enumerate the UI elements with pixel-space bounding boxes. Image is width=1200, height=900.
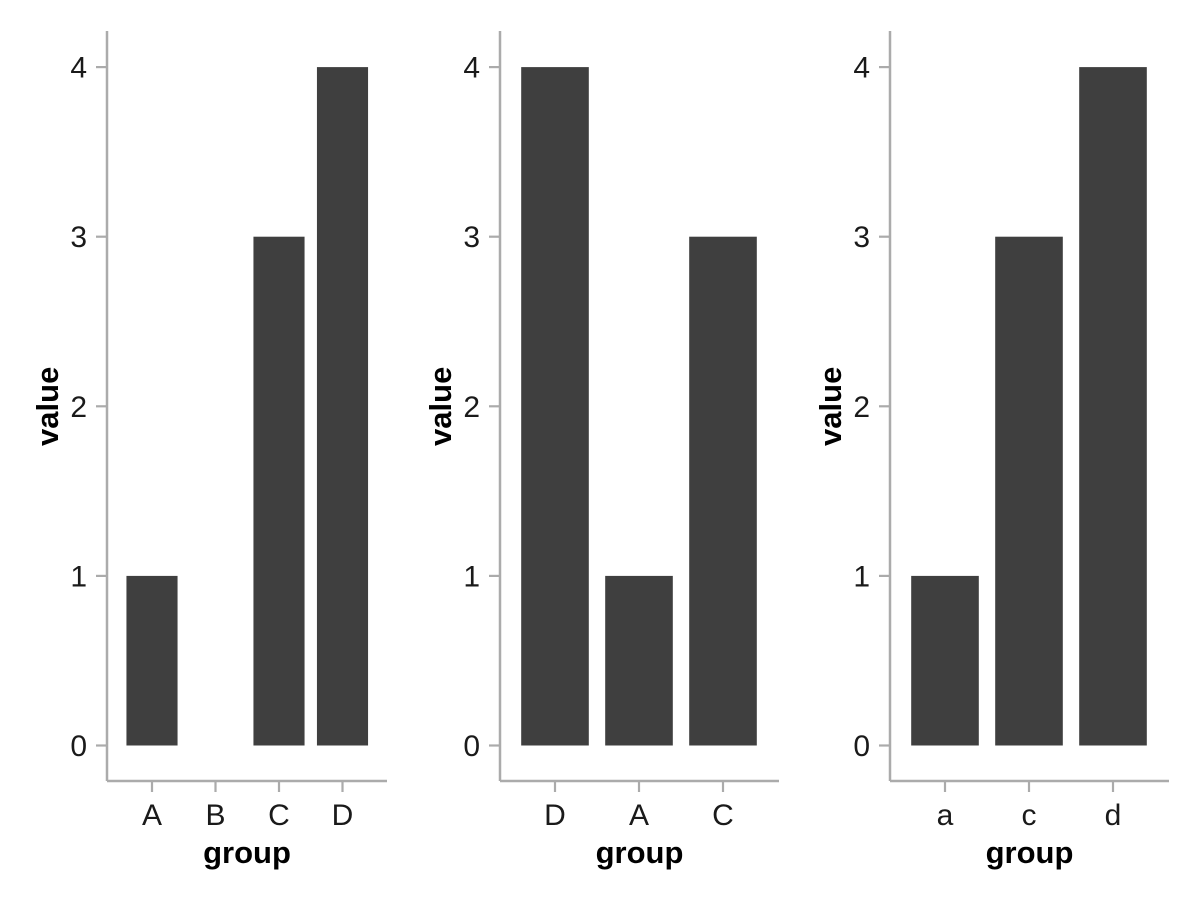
y-tick-label: 3 (853, 221, 870, 254)
y-axis-title: value (813, 367, 848, 446)
x-tick-label: a (937, 799, 954, 832)
bar-a (911, 575, 979, 746)
x-tick-label: c (1022, 799, 1037, 832)
x-tick-label: C (268, 799, 290, 832)
bar-A (126, 575, 178, 746)
x-tick-label: A (142, 799, 162, 832)
y-tick-label: 0 (70, 730, 87, 763)
y-tick-label: 1 (463, 560, 480, 593)
x-axis-title: group (986, 835, 1074, 870)
y-tick-label: 0 (463, 730, 480, 763)
x-tick-label: A (629, 799, 649, 832)
x-tick-label: D (332, 799, 354, 832)
x-axis-title: group (203, 835, 291, 870)
y-tick-label: 4 (70, 52, 87, 85)
x-tick-label: C (712, 799, 734, 832)
bar-c (995, 236, 1063, 746)
y-tick-label: 4 (853, 52, 870, 85)
y-tick-label: 3 (70, 221, 87, 254)
x-tick-label: D (544, 799, 566, 832)
y-axis-title: value (423, 367, 458, 446)
bar-d (1079, 67, 1147, 746)
x-axis-title: group (596, 835, 684, 870)
x-tick-label: B (205, 799, 225, 832)
x-tick-label: d (1105, 799, 1122, 832)
y-tick-label: 1 (70, 560, 87, 593)
y-tick-label: 2 (853, 391, 870, 424)
bar-C (253, 236, 305, 746)
y-axis-title: value (30, 367, 65, 446)
y-tick-label: 3 (463, 221, 480, 254)
y-tick-label: 2 (70, 391, 87, 424)
bar-D (316, 67, 369, 746)
y-tick-label: 2 (463, 391, 480, 424)
y-tick-label: 4 (463, 52, 480, 85)
y-tick-label: 1 (853, 560, 870, 593)
bar-A (605, 575, 673, 746)
y-tick-label: 0 (853, 730, 870, 763)
bar-C (689, 236, 757, 746)
bar-D (521, 67, 589, 746)
